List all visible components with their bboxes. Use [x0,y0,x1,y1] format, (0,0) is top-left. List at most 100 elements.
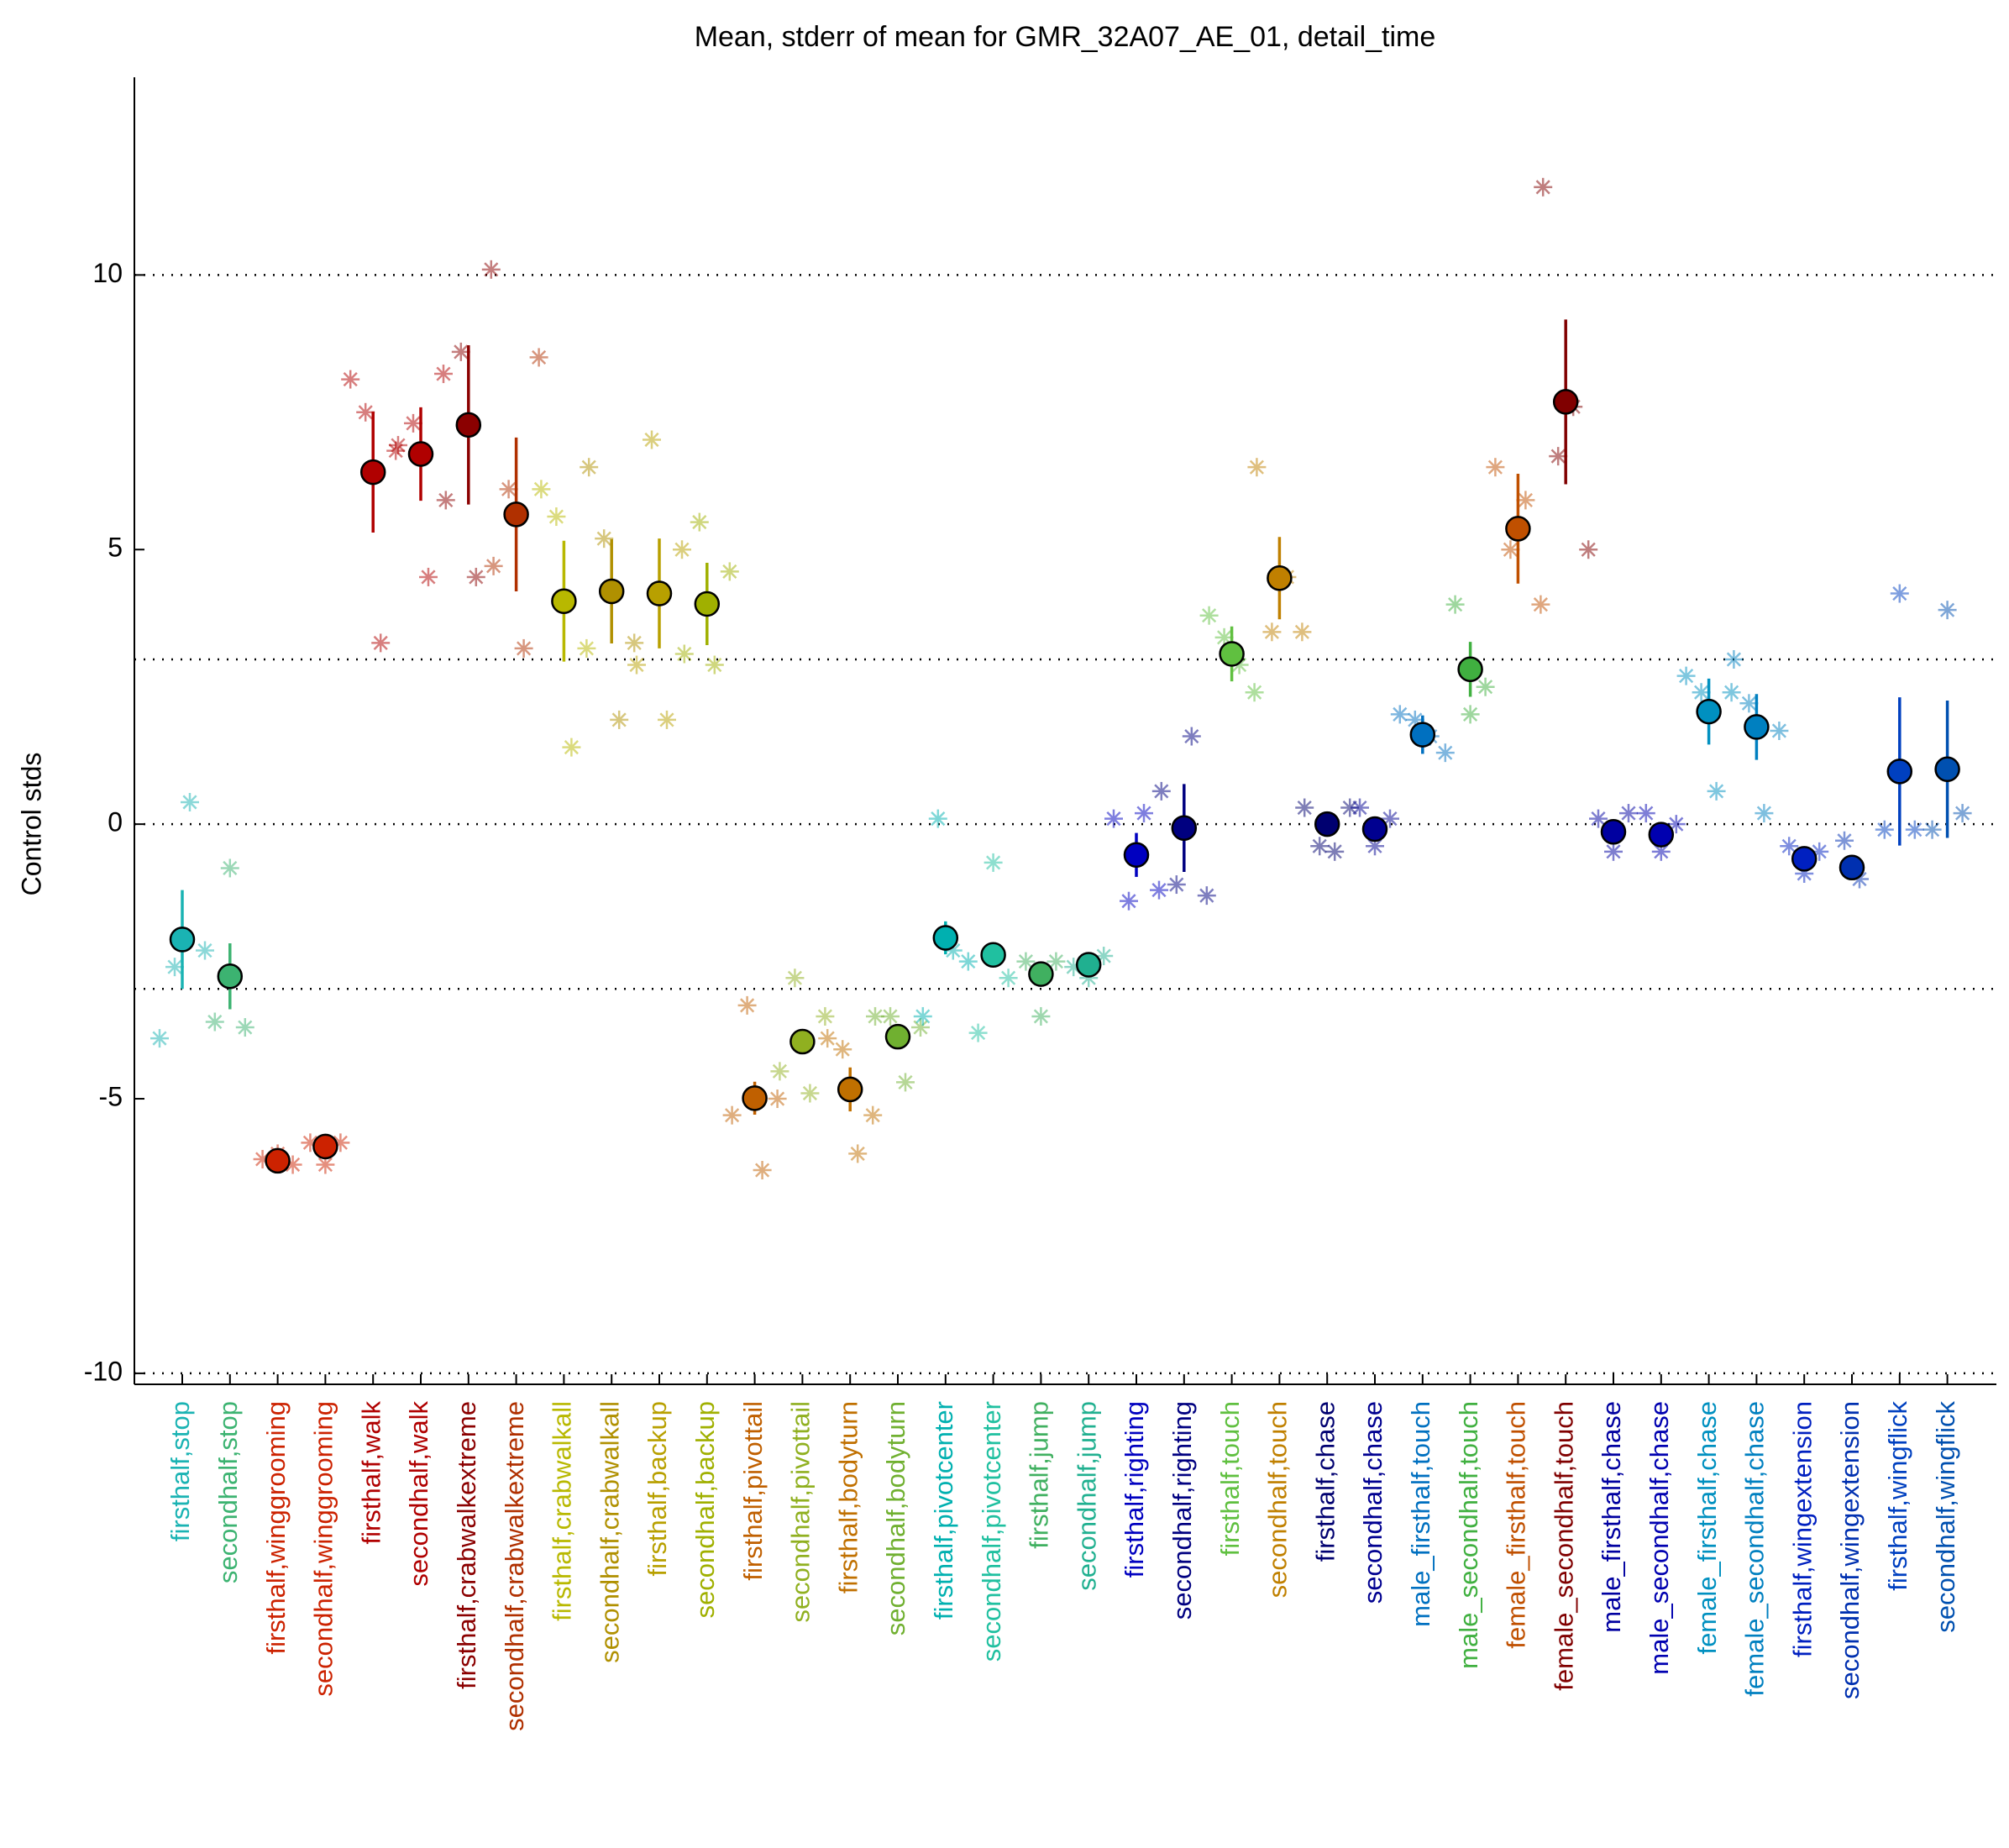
sample-point [205,1012,224,1032]
sample-stroke [770,1091,785,1106]
mean-marker [1409,722,1436,748]
sample-point [1676,666,1696,685]
x-tick-label: firsthalf,walk [356,1401,386,1545]
sample-point [958,952,978,971]
sample-stroke [469,570,484,585]
sample-point [1310,837,1330,856]
sample-point [341,370,360,389]
sample-point [595,529,614,549]
y-tick-label: 5 [108,533,123,563]
sample-stroke [1940,602,1955,617]
sample-point [1245,683,1264,702]
mean-marker [455,412,482,438]
sample-point [1476,677,1495,696]
mean-marker [980,942,1006,968]
x-tick-label: firsthalf,backup [643,1401,672,1577]
sample-stroke [677,646,692,662]
sample-point [434,365,453,384]
sample-point [1770,722,1789,740]
x-tick-label: firsthalf,pivottail [738,1401,768,1581]
sample-point [577,638,596,658]
mean-marker [598,578,625,605]
sample-point [1722,683,1741,702]
sample-stroke [1232,657,1247,673]
sample-point [928,809,947,828]
sample-stroke [961,954,976,969]
sample-stroke [611,712,627,727]
sample-stroke [1709,784,1724,799]
x-tick-label: firsthalf,crabwalkextreme [452,1401,481,1689]
sample-point [1780,837,1799,856]
sample-stroke [1001,970,1016,985]
sample-stroke [317,1157,333,1173]
x-tick-label: firsthalf,stop [165,1401,195,1541]
sample-stroke [850,1146,865,1161]
sample-stroke [722,564,737,579]
sample-stroke [1694,685,1709,700]
sample-stroke [1621,806,1636,821]
mean-marker [265,1147,291,1174]
sample-stroke [1136,806,1151,821]
sample-stroke [644,432,659,448]
sample-point [466,567,485,586]
sample-point [1167,875,1186,895]
mean-marker [1028,961,1054,987]
sample-stroke [564,740,579,755]
sample-point [1247,458,1267,477]
mean-marker [1886,759,1913,785]
sample-stroke [238,1020,253,1035]
sample-stroke [1679,669,1694,684]
sample-point [673,540,691,559]
sample-stroke [755,1163,770,1178]
sample-point [220,858,239,878]
sample-point [150,1029,169,1048]
sample-point [881,1006,900,1026]
sample-stroke [579,641,594,656]
sample-point [181,792,199,811]
mean-marker [1219,641,1245,667]
sample-point [436,491,455,510]
sample-stroke [1726,652,1741,667]
mean-marker [1696,698,1722,725]
sample-point [1445,595,1465,614]
x-tick-label: firsthalf,jump [1025,1401,1054,1549]
sample-point [1435,743,1455,763]
sample-point [1046,952,1066,971]
sample-stroke [629,657,644,673]
sample-stroke [835,1042,850,1057]
sample-stroke [986,855,1001,870]
mean-marker [1744,714,1770,740]
sample-stroke [1393,706,1408,722]
mean-marker [1457,656,1483,683]
sample-point [196,941,214,960]
sample-point [1755,804,1774,823]
x-tick-label: firsthalf,wingextension [1787,1401,1817,1657]
sample-point [1604,842,1623,861]
sample-point [562,738,581,757]
sample-stroke [223,860,238,876]
sample-stroke [1639,806,1654,821]
sample-stroke [946,942,961,958]
sample-point [1295,798,1314,817]
sample-stroke [454,344,469,360]
sample-stroke [484,262,499,277]
sample-stroke [740,998,755,1013]
sample-stroke [197,942,212,958]
mean-marker [503,501,529,528]
sample-stroke [1249,459,1264,475]
sample-point [984,853,1003,872]
sample-stroke [302,1135,317,1150]
sample-point [1922,820,1942,839]
sample-point [1579,540,1598,559]
sample-stroke [167,959,182,974]
sample-stroke [865,1108,880,1123]
sample-stroke [772,1063,787,1079]
sample-point [1724,650,1744,669]
sample-stroke [627,635,642,650]
sample-stroke [1591,811,1606,827]
x-tick-label: secondhalf,pivotcenter [977,1401,1006,1662]
sample-point [625,633,644,653]
mean-marker [1361,816,1388,843]
mean-marker [932,925,959,951]
